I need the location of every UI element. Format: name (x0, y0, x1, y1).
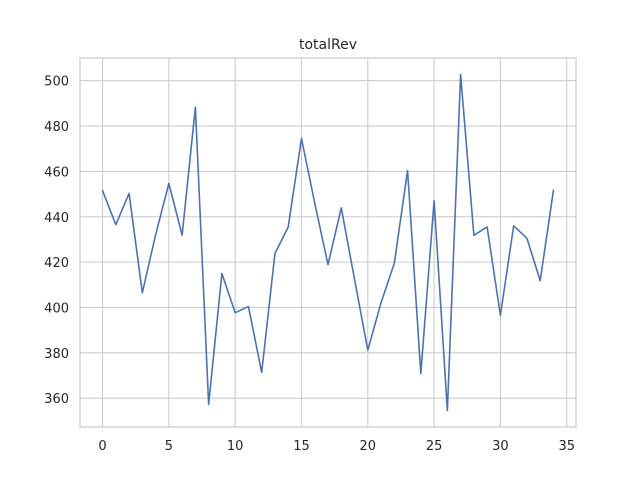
y-tick-label: 440 (44, 211, 69, 226)
y-tick-label: 500 (44, 75, 69, 90)
series-layer (101, 73, 555, 412)
series-line (101, 73, 555, 412)
y-tick-label: 480 (44, 120, 69, 135)
y-tick-label: 460 (44, 165, 69, 180)
y-axis: 360 380 400 420 440 460 480 500 (44, 75, 69, 408)
plot-frame (79, 57, 577, 428)
y-tick-label: 420 (44, 256, 69, 271)
x-tick-label: 0 (98, 439, 106, 454)
y-tick-label: 400 (44, 301, 69, 316)
x-tick-label: 5 (165, 439, 173, 454)
y-tick-label: 380 (44, 347, 69, 362)
x-tick-label: 35 (558, 439, 575, 454)
axes-frame (79, 57, 577, 428)
x-tick-label: 10 (227, 439, 244, 454)
y-tick-label: 360 (44, 392, 69, 407)
x-tick-label: 20 (360, 439, 377, 454)
x-tick-label: 25 (426, 439, 443, 454)
x-tick-label: 15 (293, 439, 310, 454)
x-axis: 0 5 10 15 20 25 30 35 (98, 439, 575, 454)
grid (80, 58, 576, 427)
x-tick-label: 30 (492, 439, 509, 454)
chart-title: totalRev (299, 37, 357, 53)
